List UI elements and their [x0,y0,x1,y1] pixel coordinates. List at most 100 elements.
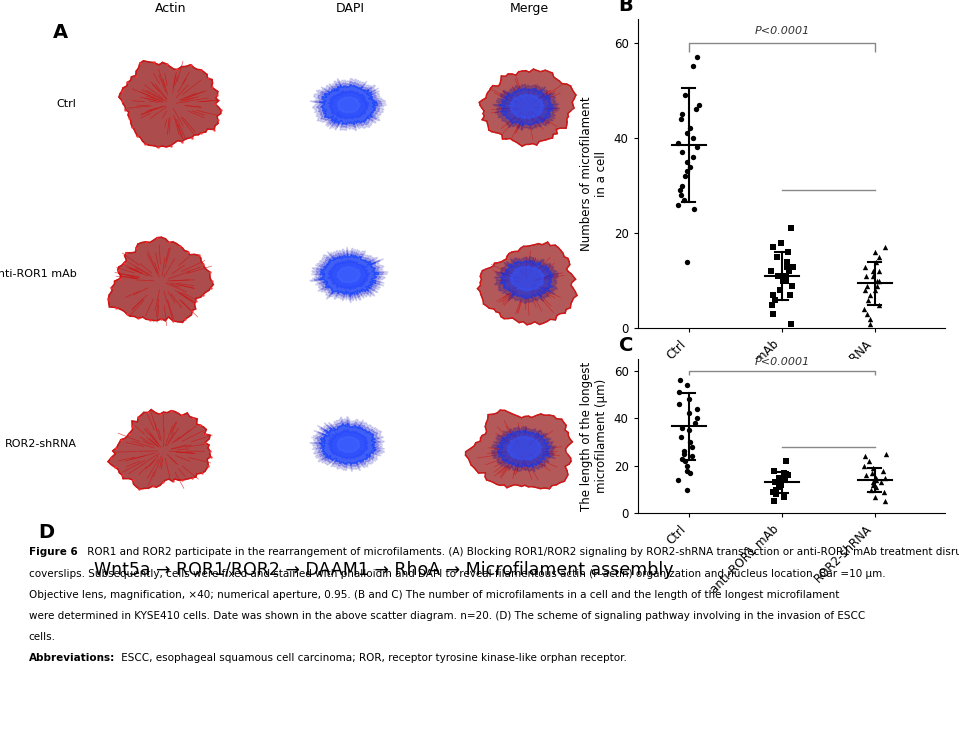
Polygon shape [491,426,556,472]
Point [677,448,692,460]
Point [674,146,690,159]
Point [679,127,694,139]
Polygon shape [493,84,560,130]
Point [769,251,784,263]
Point [678,170,693,182]
Point [682,424,697,436]
Point [856,460,872,472]
Polygon shape [508,94,545,119]
Point [677,455,692,467]
Text: A: A [53,23,68,42]
Point [858,270,874,282]
Point [674,421,690,433]
Point [774,472,789,484]
Point [670,474,686,486]
Point [673,431,689,443]
Polygon shape [119,60,222,147]
Text: B: B [619,0,633,15]
Text: Actin: Actin [155,2,187,15]
Point [783,318,798,330]
Point [685,132,700,144]
Polygon shape [310,247,388,303]
Point [878,448,894,460]
Polygon shape [310,79,386,131]
Point [868,472,883,484]
Point [765,242,781,254]
Point [768,483,784,495]
Point [681,393,696,405]
Polygon shape [480,69,576,146]
Text: Merge: Merge [509,2,549,15]
Point [679,165,694,177]
Text: C: C [619,336,633,355]
Y-axis label: Numbers of microfilament
in a cell: Numbers of microfilament in a cell [580,97,608,251]
Point [876,486,891,498]
Point [858,470,874,482]
Polygon shape [328,91,369,119]
Point [862,318,877,330]
Point [771,481,786,493]
Polygon shape [337,97,361,113]
Point [864,483,879,495]
Point [774,479,789,491]
Point [686,203,701,215]
Point [865,462,880,474]
Point [877,495,893,507]
Point [684,450,699,462]
Point [774,474,789,486]
Point [777,491,792,503]
Point [768,488,784,501]
Point [767,294,783,306]
Point [684,441,699,453]
Point [869,279,884,291]
Point [686,151,701,163]
Polygon shape [310,416,385,472]
Point [861,294,877,306]
Point [690,412,705,424]
Point [680,483,695,495]
Point [871,298,886,310]
Point [865,270,880,282]
Point [784,279,800,291]
Point [763,265,779,277]
Polygon shape [318,253,379,297]
Point [679,460,694,472]
Text: were determined in KYSE410 cells. Date was shown in the above scatter diagram. n: were determined in KYSE410 cells. Date w… [29,611,865,621]
Point [767,476,783,488]
Point [770,270,785,282]
Point [679,256,694,268]
Text: P<0.0001: P<0.0001 [754,357,809,367]
Point [779,275,794,287]
Point [773,236,788,248]
Text: coverslips. Subsequently, cells were fixed and stained with phalloidin and DAPI : coverslips. Subsequently, cells were fix… [29,569,885,578]
Point [672,184,688,196]
Polygon shape [328,430,368,459]
Polygon shape [108,409,211,489]
Polygon shape [319,85,378,125]
Point [690,51,705,63]
Point [674,108,690,120]
Point [765,289,781,301]
Polygon shape [507,436,542,461]
Point [781,470,796,482]
Point [779,455,794,467]
Polygon shape [315,82,383,128]
Point [689,402,704,414]
Point [776,467,791,479]
Text: Ctrl: Ctrl [57,99,77,109]
Point [688,417,703,429]
Point [859,279,875,291]
Point [869,275,884,287]
Point [677,194,692,206]
Point [671,386,687,398]
Point [865,265,880,277]
Point [780,260,795,273]
Point [673,112,689,125]
Point [766,495,782,507]
Point [857,260,873,273]
Point [691,99,707,111]
Point [869,481,884,493]
Polygon shape [315,250,384,300]
Text: ROR1 and ROR2 participate in the rearrangement of microfilaments. (A) Blocking R: ROR1 and ROR2 participate in the rearran… [84,547,959,557]
Point [673,189,689,201]
